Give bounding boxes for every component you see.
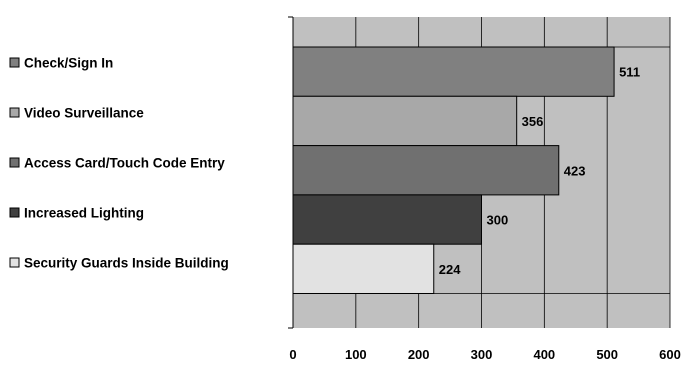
legend: Check/Sign In Video Surveillance Access Ca… — [9, 56, 229, 271]
legend-swatch — [9, 107, 20, 118]
data-label: 356 — [522, 114, 544, 129]
legend-label: Security Guards Inside Building — [24, 256, 229, 271]
data-label: 423 — [564, 163, 586, 178]
legend-label: Access Card/Touch Code Entry — [24, 156, 225, 171]
x-tick-label: 600 — [659, 347, 681, 362]
legend-swatch — [9, 257, 20, 268]
x-tick-label: 300 — [471, 347, 493, 362]
bar — [292, 95, 518, 147]
legend-swatch — [9, 207, 20, 218]
bar — [292, 145, 560, 196]
bar — [292, 194, 482, 245]
bar — [292, 46, 615, 97]
legend-label: Check/Sign In — [24, 56, 113, 71]
data-label: 511 — [619, 65, 640, 80]
y-axis — [288, 16, 294, 329]
x-tick-label: 0 — [289, 347, 296, 362]
legend-swatch — [9, 157, 20, 168]
legend-swatch — [9, 57, 20, 68]
x-axis-tick-labels: 0 100 200 300 400 500 600 — [289, 347, 680, 362]
x-tick-label: 200 — [408, 347, 430, 362]
x-tick-label: 100 — [345, 347, 367, 362]
legend-label: Increased Lighting — [24, 206, 144, 221]
data-labels: 511 356 423 300 224 — [439, 65, 640, 277]
legend-label: Video Surveillance — [24, 106, 144, 121]
data-label: 224 — [439, 262, 461, 277]
bar — [292, 243, 435, 294]
data-label: 300 — [487, 213, 509, 228]
x-tick-label: 400 — [533, 347, 555, 362]
x-tick-label: 500 — [596, 347, 618, 362]
